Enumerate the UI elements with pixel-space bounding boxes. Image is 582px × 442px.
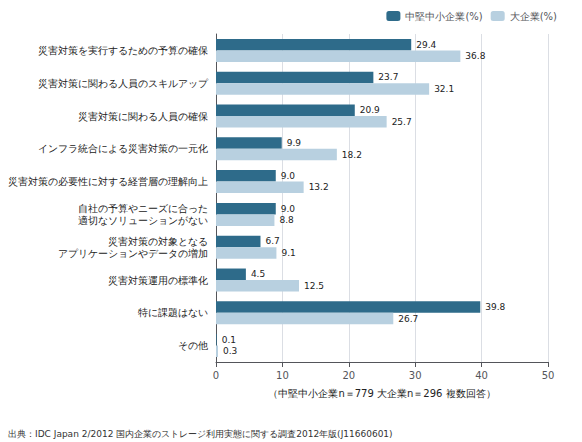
svg-text:12.5: 12.5 xyxy=(304,281,324,291)
svg-text:中堅中小企業(%): 中堅中小企業(%) xyxy=(405,11,482,22)
svg-text:災害対策の対象となる: 災害対策の対象となる xyxy=(108,236,208,247)
svg-text:9.9: 9.9 xyxy=(287,138,302,148)
svg-text:8.8: 8.8 xyxy=(279,215,294,225)
svg-text:50: 50 xyxy=(542,370,555,381)
svg-text:0.3: 0.3 xyxy=(223,346,237,356)
svg-text:その他: その他 xyxy=(178,340,208,351)
svg-text:（中堅中小企業n＝779 大企業n＝296 複数回答）: （中堅中小企業n＝779 大企業n＝296 複数回答） xyxy=(268,388,495,399)
svg-text:36.8: 36.8 xyxy=(465,51,485,61)
svg-text:大企業(%): 大企業(%) xyxy=(510,11,557,22)
svg-text:9.1: 9.1 xyxy=(281,248,295,258)
svg-text:災害対策を実行するための予算の確保: 災害対策を実行するための予算の確保 xyxy=(38,45,208,56)
svg-text:災害対策の必要性に対する経営層の理解向上: 災害対策の必要性に対する経営層の理解向上 xyxy=(8,176,208,187)
svg-text:18.2: 18.2 xyxy=(342,150,362,160)
svg-text:32.1: 32.1 xyxy=(434,84,454,94)
svg-text:26.7: 26.7 xyxy=(398,314,418,324)
svg-text:6.7: 6.7 xyxy=(265,236,279,246)
svg-text:出典：IDC Japan 2/2012 国内企業のストレージ: 出典：IDC Japan 2/2012 国内企業のストレージ利用実態に関する調査… xyxy=(8,429,393,439)
svg-text:0: 0 xyxy=(213,370,219,381)
svg-text:39.8: 39.8 xyxy=(485,302,505,312)
svg-text:災害対策運用の標準化: 災害対策運用の標準化 xyxy=(108,275,208,286)
svg-text:適切なソリューションがない: 適切なソリューションがない xyxy=(78,215,208,226)
svg-text:9.0: 9.0 xyxy=(281,204,296,214)
svg-text:0.1: 0.1 xyxy=(222,335,236,345)
svg-text:30: 30 xyxy=(409,370,422,381)
svg-text:40: 40 xyxy=(475,370,488,381)
svg-text:20.9: 20.9 xyxy=(360,105,380,115)
svg-text:20: 20 xyxy=(342,370,355,381)
svg-text:10: 10 xyxy=(276,370,289,381)
svg-text:アプリケーションやデータの増加: アプリケーションやデータの増加 xyxy=(58,248,208,259)
svg-text:4.5: 4.5 xyxy=(251,269,265,279)
svg-text:23.7: 23.7 xyxy=(378,72,398,82)
svg-text:インフラ統合による災害対策の一元化: インフラ統合による災害対策の一元化 xyxy=(38,143,208,154)
svg-text:13.2: 13.2 xyxy=(309,182,329,192)
svg-text:災害対策に関わる人員の確保: 災害対策に関わる人員の確保 xyxy=(78,111,208,122)
svg-text:29.4: 29.4 xyxy=(416,40,436,50)
svg-text:自社の予算やニーズに合った: 自社の予算やニーズに合った xyxy=(78,203,208,214)
svg-text:特に課題はない: 特に課題はない xyxy=(138,307,208,318)
svg-text:9.0: 9.0 xyxy=(281,171,296,181)
svg-text:25.7: 25.7 xyxy=(392,117,412,127)
svg-text:災害対策に関わる人員のスキルアップ: 災害対策に関わる人員のスキルアップ xyxy=(38,78,209,89)
